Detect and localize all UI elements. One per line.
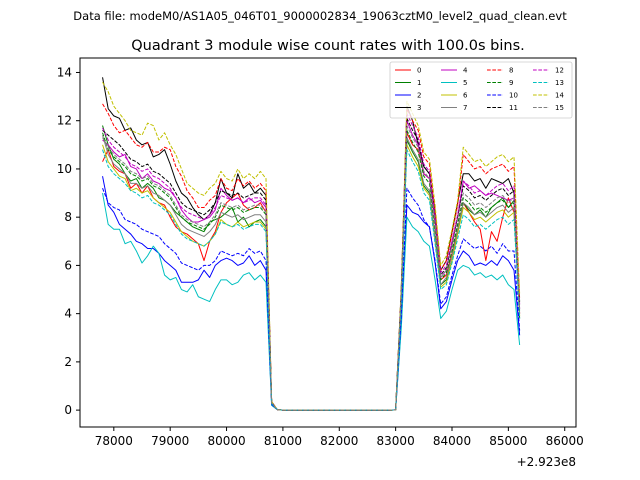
plot-area xyxy=(80,58,576,427)
legend-label-6: 6 xyxy=(463,92,468,100)
legend-label-7: 7 xyxy=(463,104,467,112)
suptitle: Data file: modeM0/AS1A05_046T01_90000028… xyxy=(73,9,567,23)
x-tick-label: 84000 xyxy=(433,434,471,448)
series-layer xyxy=(102,77,521,411)
legend-label-10: 10 xyxy=(509,92,518,100)
series-line-10 xyxy=(102,187,521,411)
legend-label-9: 9 xyxy=(509,79,513,87)
x-tick-label: 86000 xyxy=(546,434,584,448)
y-tick-label: 4 xyxy=(64,307,72,321)
x-tick-label: 79000 xyxy=(151,434,189,448)
y-tick-label: 0 xyxy=(64,403,72,417)
legend-label-8: 8 xyxy=(509,67,513,75)
legend-label-1: 1 xyxy=(417,79,421,87)
legend-label-0: 0 xyxy=(417,67,421,75)
legend-label-13: 13 xyxy=(555,79,564,87)
legend-box xyxy=(389,61,573,119)
x-tick-label: 78000 xyxy=(95,434,133,448)
legend-label-2: 2 xyxy=(417,92,421,100)
y-tick-label: 2 xyxy=(64,355,72,369)
x-axis: 78000 79000 80000 81000 82000 83000 84000 85000… xyxy=(95,427,584,448)
legend-label-15: 15 xyxy=(555,104,564,112)
y-tick-label: 12 xyxy=(57,114,72,128)
legend-label-12: 12 xyxy=(555,67,564,75)
x-tick-label: 85000 xyxy=(489,434,527,448)
x-tick-label: 83000 xyxy=(377,434,415,448)
legend-label-14: 14 xyxy=(555,92,564,100)
y-tick-label: 8 xyxy=(64,210,72,224)
legend-label-4: 4 xyxy=(463,67,468,75)
y-axis: 0 2 4 6 8 10 12 14 xyxy=(57,65,80,417)
x-tick-label: 80000 xyxy=(207,434,245,448)
chart-title: Quadrant 3 module wise count rates with … xyxy=(131,38,525,54)
x-tick-label: 82000 xyxy=(320,434,358,448)
legend-label-11: 11 xyxy=(509,104,518,112)
x-offset-label: +2.923e8 xyxy=(517,455,576,469)
x-tick-label: 81000 xyxy=(264,434,302,448)
plot-frame xyxy=(79,57,577,428)
legend-label-5: 5 xyxy=(463,79,467,87)
y-tick-label: 14 xyxy=(57,65,72,79)
series-line-15 xyxy=(102,125,521,411)
y-tick-label: 10 xyxy=(57,162,72,176)
y-tick-label: 6 xyxy=(64,258,72,272)
legend-label-3: 3 xyxy=(417,104,421,112)
series-line-8 xyxy=(102,103,521,411)
